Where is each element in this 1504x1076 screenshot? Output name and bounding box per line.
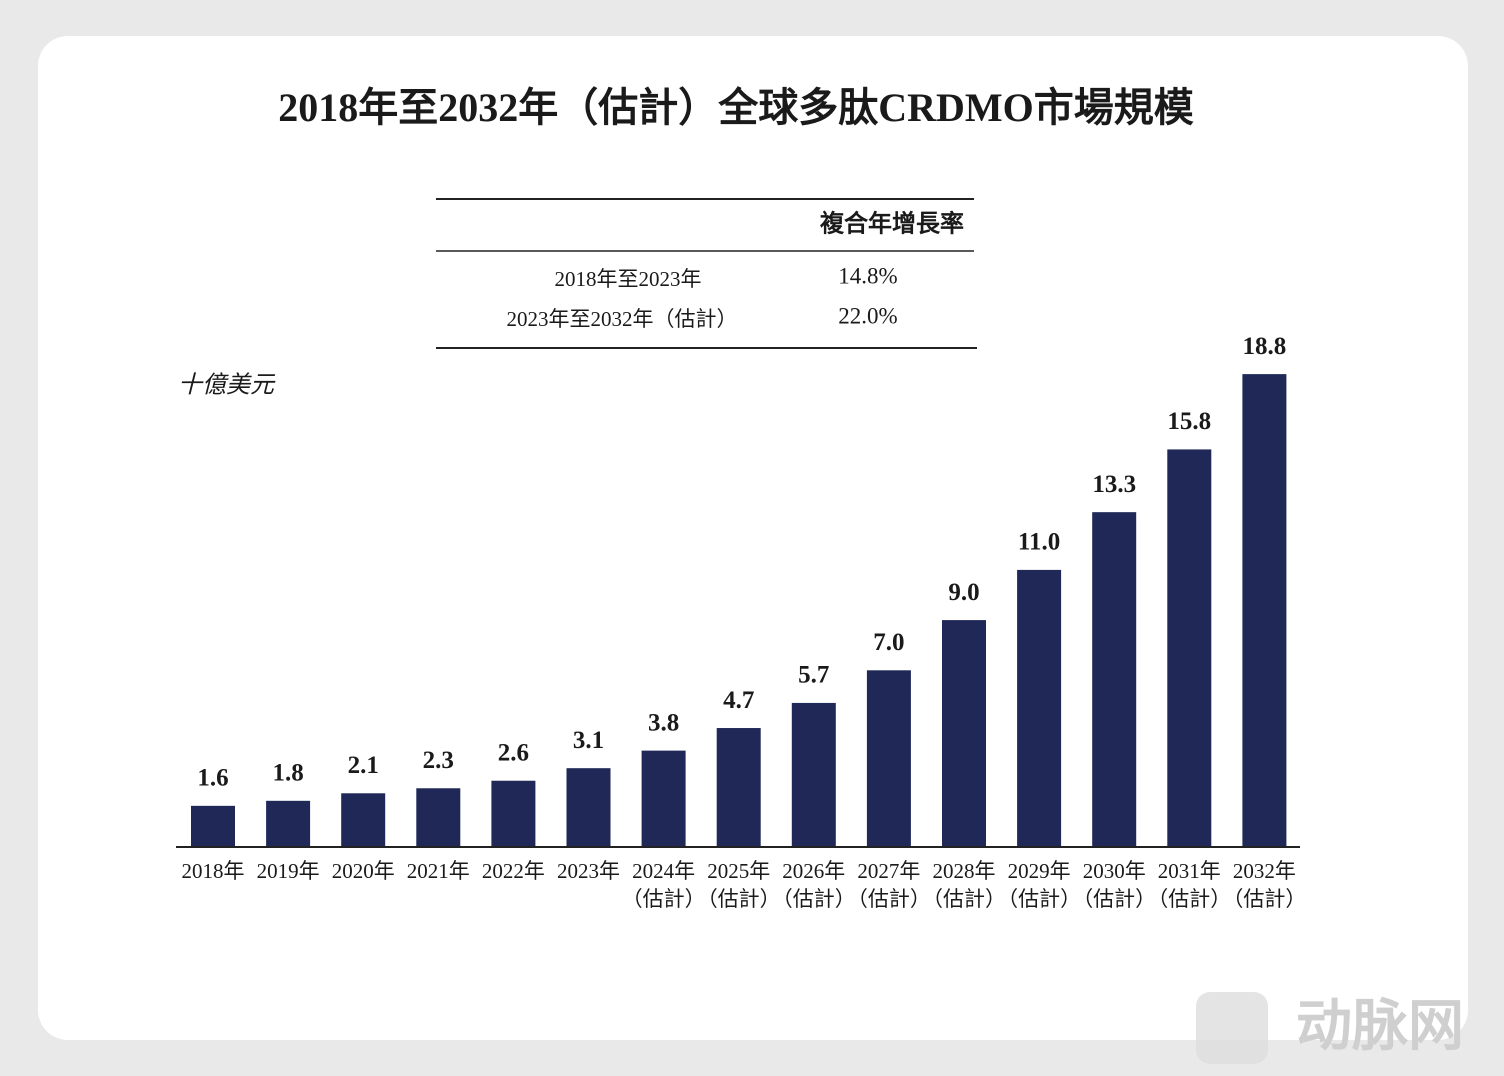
x-tick-label: （估計） bbox=[772, 887, 856, 911]
value-label: 3.1 bbox=[573, 727, 604, 754]
x-tick-label: 2025年 bbox=[707, 859, 770, 883]
watermark: 动脉网 bbox=[1296, 994, 1464, 1059]
value-label: 18.8 bbox=[1243, 333, 1287, 360]
table-cell: 2018年至2023年 bbox=[555, 267, 702, 291]
value-label: 2.1 bbox=[348, 752, 379, 779]
bar bbox=[791, 702, 836, 846]
x-tick-label: （估計） bbox=[997, 887, 1081, 911]
value-label: 5.7 bbox=[798, 662, 829, 689]
bar bbox=[1017, 569, 1062, 846]
y-axis-label: 十億美元 bbox=[178, 372, 276, 399]
x-tick-label: （估計） bbox=[847, 887, 931, 911]
value-label: 2.6 bbox=[498, 739, 529, 766]
x-tick-label: 2030年 bbox=[1083, 859, 1146, 883]
value-label: 7.0 bbox=[873, 629, 904, 656]
x-tick-label: （估計） bbox=[1147, 887, 1231, 911]
bar bbox=[641, 750, 686, 846]
bar bbox=[1242, 374, 1287, 846]
bar bbox=[566, 768, 611, 846]
bar bbox=[866, 670, 911, 846]
x-tick-label: 2020年 bbox=[332, 859, 395, 883]
x-tick-label: 2023年 bbox=[557, 859, 620, 883]
table-cell: 2023年至2032年（估計） bbox=[507, 307, 738, 331]
bar bbox=[1167, 449, 1212, 846]
x-tick-label: （估計） bbox=[922, 887, 1006, 911]
x-tick-label: （估計） bbox=[1072, 887, 1156, 911]
x-tick-label: 2029年 bbox=[1008, 859, 1071, 883]
x-tick-label: （估計） bbox=[697, 887, 781, 911]
bar bbox=[491, 780, 536, 846]
x-tick-label: 2026年 bbox=[782, 859, 845, 883]
chart-title: 2018年至2032年（估計）全球多肽CRDMO市場規模 bbox=[278, 85, 1194, 130]
value-label: 1.8 bbox=[272, 760, 303, 787]
x-tick-label: （估計） bbox=[622, 887, 706, 911]
bar bbox=[716, 728, 761, 846]
x-tick-label: 2031年 bbox=[1158, 859, 1221, 883]
x-tick-label: 2032年 bbox=[1233, 859, 1296, 883]
value-label: 15.8 bbox=[1167, 408, 1211, 435]
x-tick-label: （估計） bbox=[1222, 887, 1306, 911]
value-label: 2.3 bbox=[423, 747, 454, 774]
watermark-logo bbox=[1196, 992, 1268, 1064]
x-tick-label: 2021年 bbox=[407, 859, 470, 883]
bar bbox=[416, 788, 461, 846]
x-tick-label: 2027年 bbox=[857, 859, 920, 883]
value-label: 11.0 bbox=[1018, 529, 1060, 556]
x-tick-label: 2022年 bbox=[482, 859, 545, 883]
bar bbox=[191, 805, 235, 846]
x-tick-label: 2018年 bbox=[182, 859, 245, 883]
value-label: 1.6 bbox=[197, 765, 228, 792]
table-header: 複合年增長率 bbox=[820, 210, 964, 238]
value-label: 4.7 bbox=[723, 687, 754, 714]
bar bbox=[942, 620, 986, 846]
value-label: 9.0 bbox=[948, 579, 979, 606]
bar bbox=[266, 800, 311, 846]
x-tick-label: 2024年 bbox=[632, 859, 695, 883]
bar bbox=[341, 793, 386, 846]
value-label: 3.8 bbox=[648, 709, 679, 736]
value-label: 13.3 bbox=[1092, 471, 1136, 498]
table-cell: 14.8% bbox=[838, 263, 897, 288]
table-cell: 22.0% bbox=[838, 303, 897, 328]
bar bbox=[1092, 512, 1137, 846]
x-tick-label: 2028年 bbox=[933, 859, 996, 883]
x-tick-label: 2019年 bbox=[257, 859, 320, 883]
